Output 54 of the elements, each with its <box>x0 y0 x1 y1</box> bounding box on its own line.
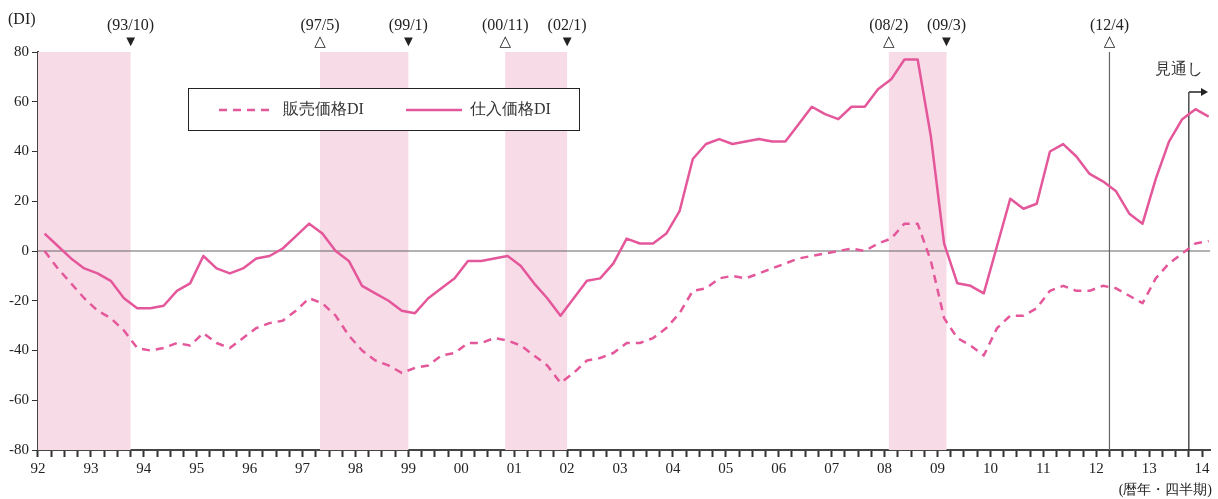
y-tick-label: 80 <box>14 42 29 59</box>
x-tick-label: 07 <box>824 459 840 476</box>
annotation: △ <box>499 33 512 50</box>
x-tick-label: 11 <box>1036 459 1051 476</box>
legend-label: 販売価格DI <box>282 99 364 119</box>
ref-line-label: 見通し <box>1154 60 1203 78</box>
annotation: (93/10) <box>107 16 155 35</box>
y-tick-label: -80 <box>9 440 29 457</box>
annotation: △ <box>314 33 327 50</box>
x-tick-label: 03 <box>612 459 628 476</box>
annotation: (00/11) <box>481 16 529 35</box>
annotation: ▼ <box>559 33 575 50</box>
x-tick-label: 04 <box>665 459 681 476</box>
annotation: ▼ <box>400 33 416 50</box>
x-tick-label: 14 <box>1194 459 1211 476</box>
y-tick-label: -60 <box>9 391 29 408</box>
annotation: (09/3) <box>926 16 967 35</box>
x-tick-label: 97 <box>295 459 311 476</box>
annotation: (97/5) <box>300 16 340 35</box>
annotation: (99/1) <box>388 16 428 35</box>
x-tick-label: 93 <box>83 459 99 476</box>
x-tick-label: 09 <box>930 459 945 476</box>
x-tick-label: 96 <box>242 459 258 476</box>
y-tick-label: 20 <box>14 192 29 209</box>
annotation: ▼ <box>939 33 954 50</box>
x-tick-label: 10 <box>982 459 998 476</box>
annotation: (08/2) <box>869 16 909 35</box>
x-tick-label: 98 <box>347 459 363 476</box>
legend-label: 仕入価格DI <box>469 99 551 119</box>
annotation: △ <box>883 33 896 50</box>
x-tick-label: 13 <box>1141 459 1157 476</box>
x-tick-label: 95 <box>189 459 205 476</box>
x-tick-label: 01 <box>506 459 522 476</box>
y-tick-label: 0 <box>21 241 29 258</box>
x-tick-label: 06 <box>771 459 787 476</box>
x-tick-label: 12 <box>1088 459 1104 476</box>
y-tick-label: -40 <box>9 341 29 358</box>
x-tick-label: 05 <box>718 459 734 476</box>
y-tick-label: 60 <box>14 92 29 109</box>
y-tick-label: -20 <box>9 291 29 308</box>
line-series <box>43 222 1210 385</box>
x-tick-label: 94 <box>136 459 152 476</box>
x-tick-label: 99 <box>400 459 416 476</box>
annotation: (12/4) <box>1089 16 1130 35</box>
y-axis-title: (DI) <box>8 10 36 29</box>
y-tick-label: 40 <box>14 142 29 159</box>
x-axis-title: (暦年・四半期) <box>1118 481 1213 498</box>
annotation: ▼ <box>123 33 139 50</box>
x-tick-label: 02 <box>559 459 575 476</box>
x-tick-label: 92 <box>30 459 46 476</box>
x-tick-label: 08 <box>877 459 893 476</box>
x-tick-label: 00 <box>453 459 469 476</box>
annotation: △ <box>1103 33 1116 50</box>
annotation: (02/1) <box>547 16 587 35</box>
